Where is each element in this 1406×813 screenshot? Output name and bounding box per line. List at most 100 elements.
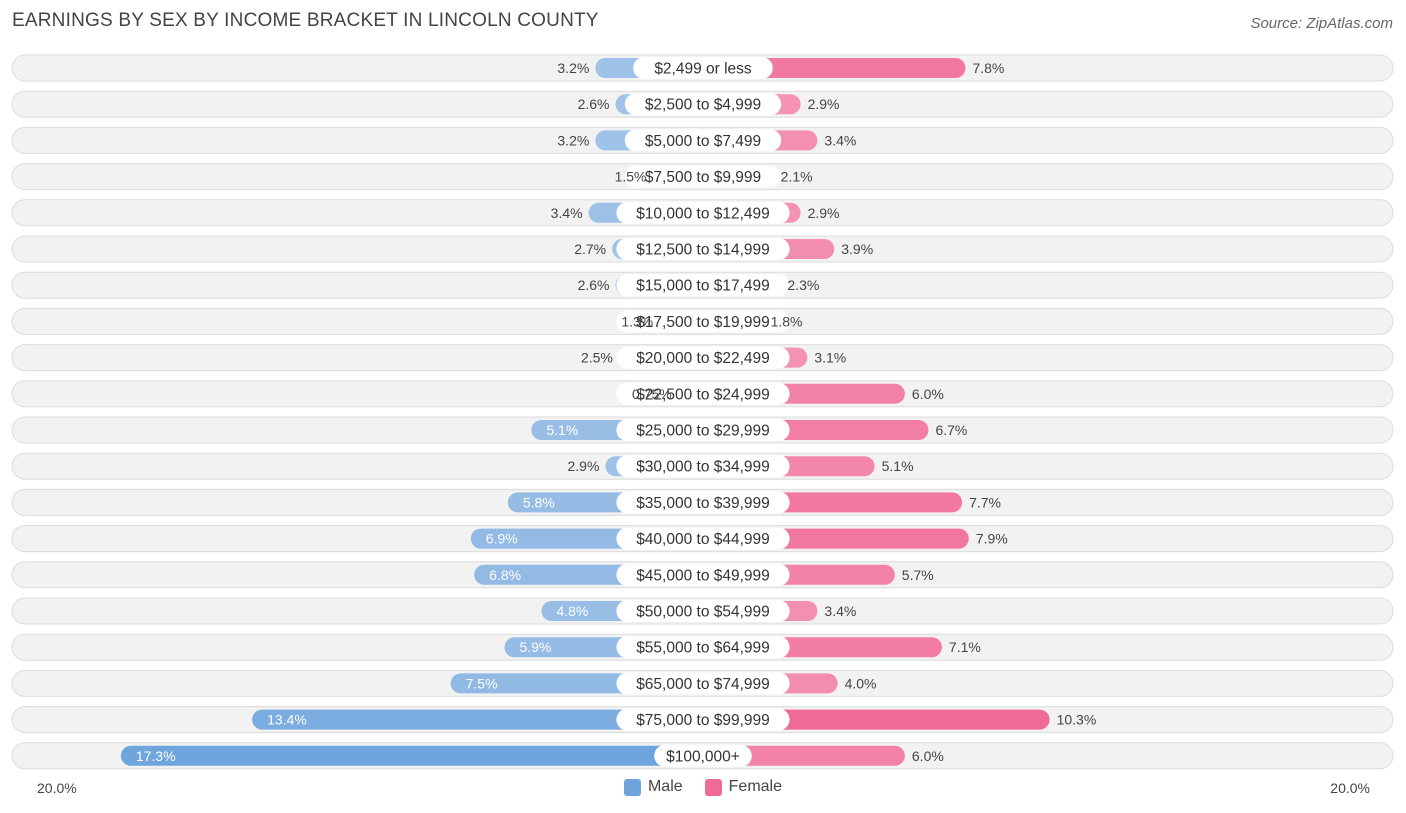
female-value-label: 6.0% xyxy=(912,386,944,402)
category-label: $15,000 to $17,499 xyxy=(636,278,770,295)
legend: Male Female xyxy=(0,778,1406,796)
category-label-bg xyxy=(633,57,773,79)
female-value-label: 4.0% xyxy=(845,675,877,691)
category-label-bg xyxy=(616,419,790,441)
legend-item-female[interactable]: Female xyxy=(704,778,783,796)
female-value-label: 2.9% xyxy=(808,205,840,221)
category-label-bg xyxy=(616,491,790,514)
male-value-label: 2.9% xyxy=(567,458,599,474)
category-label-bg xyxy=(616,310,790,333)
chart-row: $2,500 to $4,999 2.6% 2.9% xyxy=(11,90,1394,118)
legend-label-female: Female xyxy=(728,778,783,795)
male-value-label: 7.5% xyxy=(466,675,498,691)
female-value-label: 3.4% xyxy=(824,603,856,619)
category-label: $25,000 to $29,999 xyxy=(636,423,770,440)
female-value-label: 10.3% xyxy=(1057,712,1097,728)
category-label: $30,000 to $34,999 xyxy=(636,459,770,476)
source-label: Source: ZipAtlas.com xyxy=(1250,15,1393,32)
category-label: $100,000+ xyxy=(666,748,740,765)
category-label: $2,500 to $4,999 xyxy=(645,97,761,114)
male-value-label: 6.9% xyxy=(486,531,518,547)
male-value-label: 2.6% xyxy=(578,277,610,293)
female-value-label: 6.7% xyxy=(935,422,967,438)
male-value-label: 4.8% xyxy=(556,603,588,619)
axis-label-right: 20.0% xyxy=(1330,780,1370,796)
category-label-bg xyxy=(624,129,782,152)
female-value-label: 3.4% xyxy=(824,132,856,148)
chart-row: $30,000 to $34,999 2.9% 5.1% xyxy=(11,452,1394,480)
female-value-label: 5.7% xyxy=(902,567,934,583)
category-label: $50,000 to $54,999 xyxy=(636,604,770,621)
chart-row: $20,000 to $22,499 2.5% 3.1% xyxy=(11,344,1394,372)
chart-row: $2,499 or less 3.2% 7.8% xyxy=(11,54,1394,82)
female-value-label: 5.1% xyxy=(882,458,914,474)
category-label: $2,499 or less xyxy=(654,61,752,78)
category-label-bg xyxy=(616,346,790,369)
male-value-label: 3.2% xyxy=(557,60,589,76)
male-value-label: 0.75% xyxy=(632,386,672,402)
chart-row: $35,000 to $39,999 5.8% 7.7% xyxy=(11,488,1394,516)
female-value-label: 3.9% xyxy=(841,241,873,257)
male-value-label: 6.8% xyxy=(489,567,521,583)
male-value-label: 5.1% xyxy=(546,422,578,438)
female-value-label: 7.9% xyxy=(976,531,1008,547)
chart-row: $5,000 to $7,499 3.2% 3.4% xyxy=(11,126,1394,154)
chart-row: $25,000 to $29,999 5.1% 6.7% xyxy=(11,416,1394,444)
male-value-label: 17.3% xyxy=(136,748,176,764)
legend-swatch-male xyxy=(623,778,641,796)
male-value-label: 13.4% xyxy=(267,712,307,728)
category-label: $55,000 to $64,999 xyxy=(636,640,770,657)
category-label: $65,000 to $74,999 xyxy=(636,676,770,693)
female-value-label: 2.9% xyxy=(808,96,840,112)
female-bar xyxy=(703,745,905,766)
chart-row: $45,000 to $49,999 6.8% 5.7% xyxy=(11,561,1394,589)
female-value-label: 7.7% xyxy=(969,494,1001,510)
category-label: $12,500 to $14,999 xyxy=(636,242,770,259)
female-bar xyxy=(703,709,1050,730)
female-value-label: 3.1% xyxy=(814,350,846,366)
chart-row: $10,000 to $12,499 3.4% 2.9% xyxy=(11,199,1394,227)
male-bar xyxy=(252,709,703,730)
female-value-label: 2.1% xyxy=(781,169,813,185)
category-label: $22,500 to $24,999 xyxy=(636,386,770,403)
chart-row: $40,000 to $44,999 6.9% 7.9% xyxy=(11,525,1394,553)
category-label-bg xyxy=(616,708,790,731)
category-label-bg xyxy=(624,93,782,116)
legend-label-male: Male xyxy=(647,778,683,795)
category-label-bg xyxy=(624,165,782,188)
male-value-label: 2.7% xyxy=(574,241,606,257)
category-label: $7,500 to $9,999 xyxy=(645,169,761,186)
male-value-label: 2.6% xyxy=(578,96,610,112)
female-value-label: 2.3% xyxy=(787,277,819,293)
male-value-label: 2.5% xyxy=(581,350,613,366)
category-label: $40,000 to $44,999 xyxy=(636,531,770,548)
chart-title: EARNINGS BY SEX BY INCOME BRACKET IN LIN… xyxy=(12,10,599,31)
male-value-label: 5.9% xyxy=(519,639,551,655)
female-value-label: 7.1% xyxy=(949,639,981,655)
category-label-bg xyxy=(616,238,790,260)
chart-row: $12,500 to $14,999 2.7% 3.9% xyxy=(11,235,1394,263)
category-label-bg xyxy=(616,600,790,622)
male-value-label: 1.3% xyxy=(621,313,653,329)
chart-row: $55,000 to $64,999 5.9% 7.1% xyxy=(11,633,1394,661)
category-label-bg xyxy=(616,636,790,659)
category-label: $75,000 to $99,999 xyxy=(636,712,770,729)
category-label: $45,000 to $49,999 xyxy=(636,567,770,584)
male-value-label: 5.8% xyxy=(523,494,555,510)
category-label-bg xyxy=(654,744,752,767)
chart-row: $50,000 to $54,999 4.8% 3.4% xyxy=(11,597,1394,625)
category-label: $5,000 to $7,499 xyxy=(645,133,761,150)
legend-item-male[interactable]: Male xyxy=(623,778,683,796)
male-value-label: 1.5% xyxy=(615,169,647,185)
chart-row: $65,000 to $74,999 7.5% 4.0% xyxy=(11,669,1394,697)
category-label-bg xyxy=(616,455,790,478)
female-value-label: 7.8% xyxy=(972,60,1004,76)
female-value-label: 1.8% xyxy=(771,313,803,329)
chart-row: $100,000+ 17.3% 6.0% xyxy=(11,742,1394,770)
category-label: $10,000 to $12,499 xyxy=(636,205,770,222)
male-value-label: 3.4% xyxy=(551,205,583,221)
category-label-bg xyxy=(616,382,790,405)
category-label: $17,500 to $19,999 xyxy=(636,314,770,331)
